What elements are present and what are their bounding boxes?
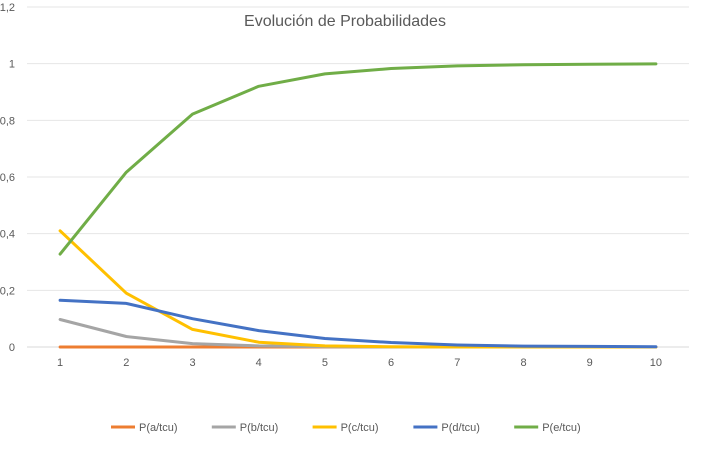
x-axis-ticks: 1 2 3 4 5 6 7 8 9 10 [57,357,662,369]
legend-label: P(b/tcu) [240,422,279,434]
x-tick-label: 10 [650,357,662,369]
legend-label: P(a/tcu) [139,422,178,434]
y-tick-label: 1,2 [0,2,15,14]
y-tick-label: 1 [9,59,15,71]
legend-label: P(e/tcu) [542,422,581,434]
x-tick-label: 7 [454,357,460,369]
chart-title: Evolución de Probabilidades [244,13,446,30]
series-line-petcu [58,62,658,256]
legend-item-patcu: P(a/tcu) [111,422,178,434]
legend-label: P(c/tcu) [341,422,379,434]
y-tick-label: 0,4 [0,229,15,241]
legend: P(a/tcu) P(b/tcu) P(c/tcu) P(d/tcu) P(e/tcu) [111,422,581,434]
legend-item-pbtcu: P(b/tcu) [211,422,279,434]
x-tick-label: 4 [256,357,262,369]
legend-item-pdtcu: P(d/tcu) [413,422,480,434]
series-lines [58,62,658,349]
x-tick-label: 8 [520,357,526,369]
y-axis-ticks: 0 0,2 0,4 0,6 0,8 1 1,2 [0,2,15,354]
series-line-pbtcu [58,318,658,349]
x-tick-label: 1 [57,357,63,369]
y-tick-label: 0,6 [0,172,15,184]
x-tick-label: 6 [388,357,394,369]
x-tick-label: 9 [587,357,593,369]
x-tick-label: 2 [123,357,129,369]
x-tick-label: 5 [322,357,328,369]
y-tick-label: 0,2 [0,285,15,297]
legend-item-petcu: P(e/tcu) [514,422,581,434]
series-line-pdtcu [58,298,658,349]
legend-label: P(d/tcu) [441,422,480,434]
gridlines [27,6,689,348]
y-tick-label: 0 [9,342,15,354]
x-tick-label: 3 [189,357,195,369]
legend-item-pctcu: P(c/tcu) [312,422,379,434]
series-line-pctcu [58,229,658,349]
y-tick-label: 0,8 [0,115,15,127]
